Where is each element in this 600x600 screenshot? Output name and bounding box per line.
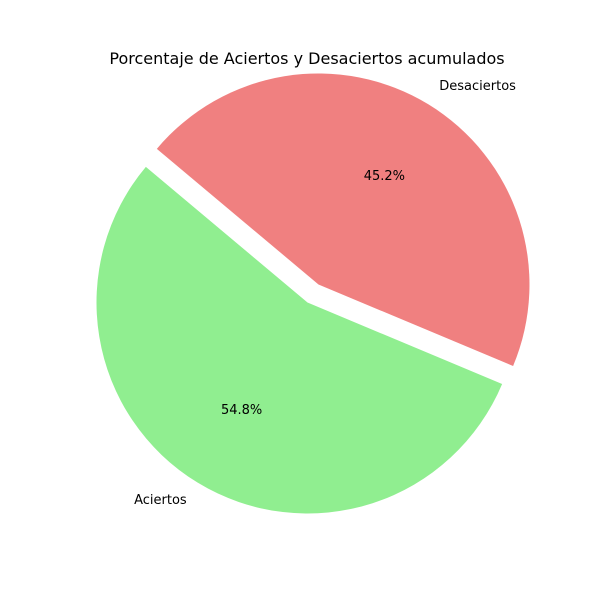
slice-percent-desaciertos: 45.2% [364, 169, 405, 184]
chart-title: Porcentaje de Aciertos y Desaciertos acu… [109, 49, 504, 68]
slice-label-desaciertos: Desaciertos [439, 79, 516, 94]
slice-label-aciertos: Aciertos [134, 493, 187, 508]
pie-labels: Aciertos 54.8% Desaciertos 45.2% [134, 79, 516, 508]
pie-slice-desaciertos [156, 73, 530, 366]
slice-percent-aciertos: 54.8% [221, 403, 262, 418]
pie-slices [96, 73, 530, 514]
pie-slice-aciertos [96, 166, 503, 514]
